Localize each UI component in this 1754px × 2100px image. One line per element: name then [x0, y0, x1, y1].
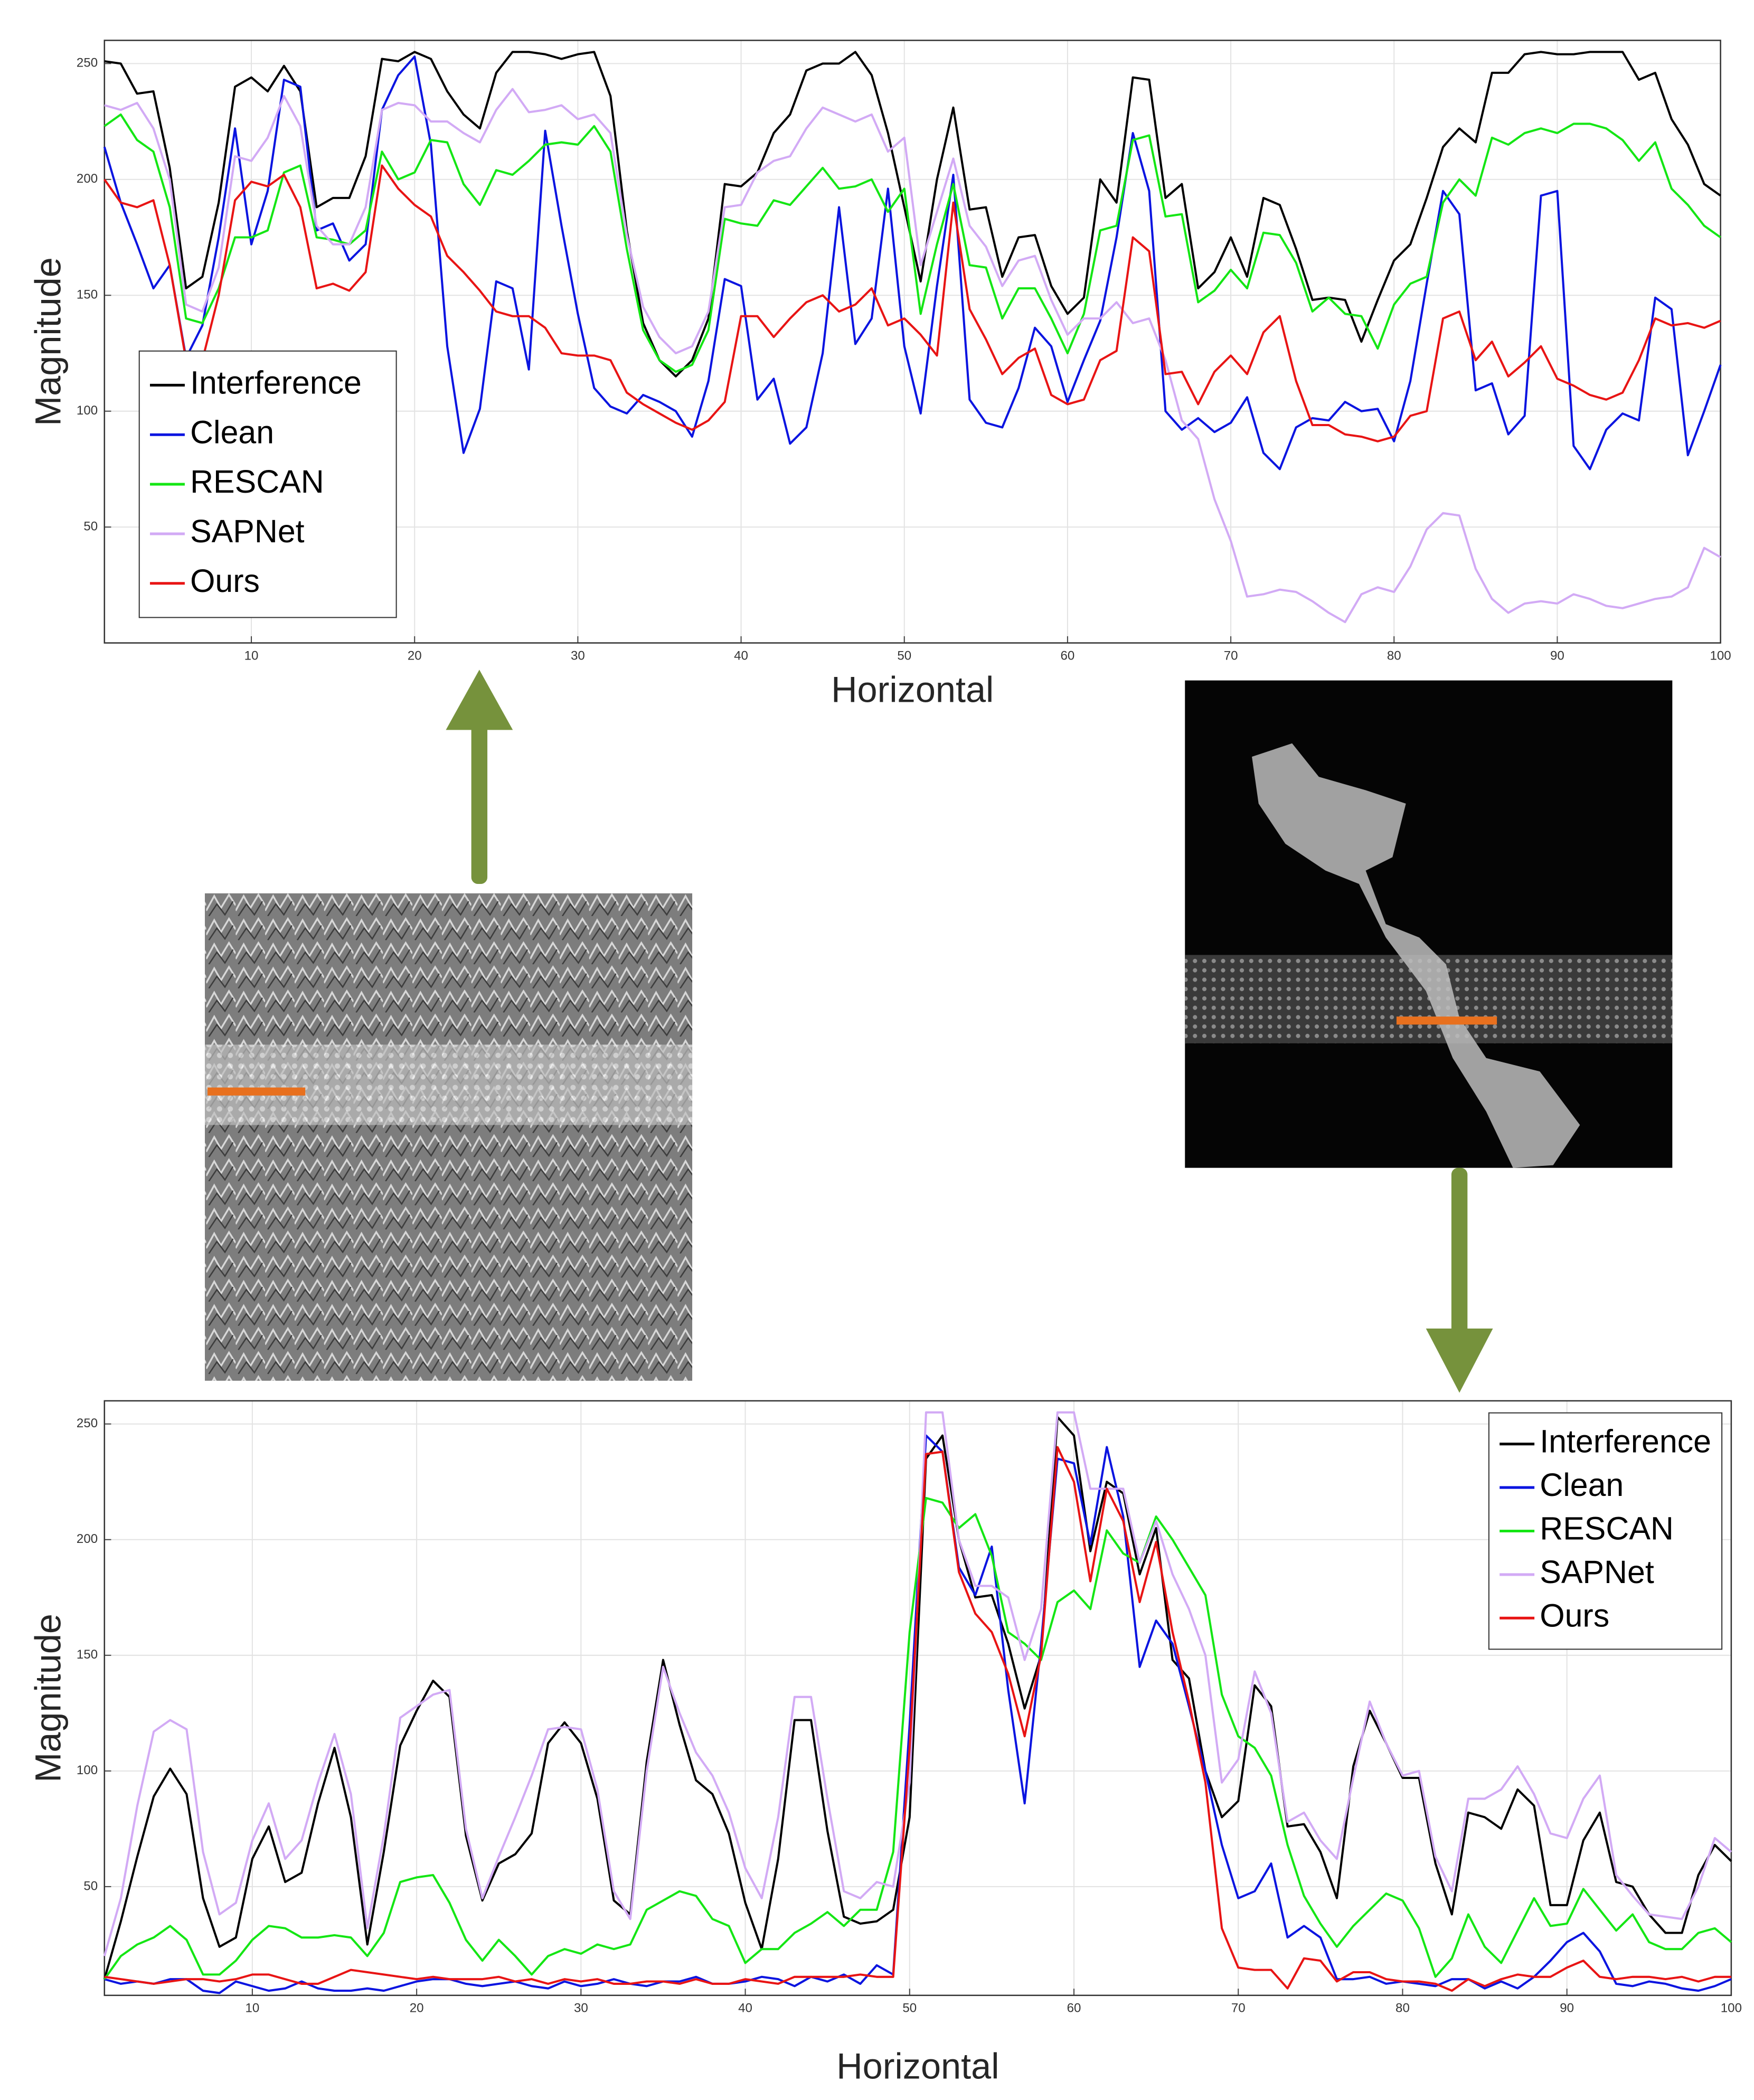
legend-label: Clean: [1540, 1467, 1624, 1503]
x-axis-label: Horizontal: [836, 2046, 999, 2086]
legend-label: Ours: [190, 563, 260, 599]
x-tick-label: 40: [738, 2001, 752, 2016]
y-tick-label: 200: [77, 172, 98, 186]
series-line: [103, 164, 1721, 442]
line-chart: 50 100 150 200 250 10 20 30 40 50 60 70 80 90 100 Horiz…: [27, 40, 1731, 710]
legend-label: Ours: [1540, 1597, 1609, 1633]
x-tick-label: 70: [1231, 2001, 1246, 2016]
x-tick-label: 30: [574, 2001, 588, 2016]
y-tick-label: 50: [83, 520, 98, 534]
x-tick-label: 100: [1721, 2001, 1742, 2016]
series-line: [104, 1446, 1731, 1992]
x-tick-label: 100: [1710, 648, 1731, 663]
x-tick-label: 50: [897, 648, 911, 663]
y-axis-label: Magnitude: [27, 1614, 68, 1783]
y-axis-label: Magnitude: [27, 257, 68, 426]
x-tick-label: 60: [1067, 2001, 1081, 2016]
line-chart: 50 100 150 200 250 10 20 30 40 50 60 70 80 90 100 Horiz…: [27, 1400, 1742, 2086]
x-tick-label: 90: [1560, 2001, 1574, 2016]
series-line: [103, 1496, 1732, 1980]
x-tick-label: 20: [410, 2001, 424, 2016]
y-tick-label: 50: [83, 1879, 98, 1893]
x-tick-label: 10: [245, 2001, 259, 2016]
x-tick-label: 20: [408, 648, 422, 663]
y-tick-label: 200: [77, 1532, 98, 1546]
legend: Interference Clean RESCAN SAPNet Ours: [1488, 1412, 1723, 1650]
legend-label: Interference: [1540, 1424, 1711, 1459]
left-image: [204, 893, 693, 1381]
right-image: [1185, 680, 1673, 1168]
x-tick-label: 30: [571, 648, 585, 663]
legend-label: Interference: [190, 365, 362, 401]
y-tick-label: 150: [77, 1647, 98, 1662]
x-tick-label: 50: [902, 2001, 917, 2016]
legend-label: SAPNet: [190, 513, 305, 549]
y-tick-label: 100: [77, 403, 98, 418]
legend-label: RESCAN: [1540, 1511, 1674, 1547]
legend: Interference Clean RESCAN SAPNet Ours: [138, 350, 397, 618]
plot-area: [104, 1400, 1731, 1995]
axes-frame: [103, 40, 1721, 644]
legend-label: Clean: [190, 414, 274, 450]
y-tick-label: 150: [77, 288, 98, 302]
series-line: [103, 1416, 1732, 1980]
legend-label: SAPNet: [1540, 1554, 1654, 1590]
y-tick-label: 250: [77, 56, 98, 70]
x-tick-label: 40: [734, 648, 748, 663]
arrow-down: [1426, 1167, 1493, 1393]
axes-frame: [103, 1400, 1732, 1997]
series-line: [104, 88, 1721, 624]
x-tick-label: 60: [1061, 648, 1075, 663]
arrow-up: [446, 670, 513, 884]
series-line: [103, 113, 1721, 373]
y-tick-label: 100: [77, 1763, 98, 1777]
x-tick-label: 80: [1387, 648, 1401, 663]
series-line: [103, 55, 1722, 470]
y-tick-label: 250: [77, 1416, 98, 1430]
x-tick-label: 80: [1395, 2001, 1410, 2016]
x-tick-label: 70: [1224, 648, 1238, 663]
x-axis-label: Horizontal: [831, 669, 994, 710]
x-tick-label: 10: [244, 648, 259, 663]
x-tick-label: 90: [1550, 648, 1564, 663]
legend-label: RESCAN: [190, 464, 324, 500]
